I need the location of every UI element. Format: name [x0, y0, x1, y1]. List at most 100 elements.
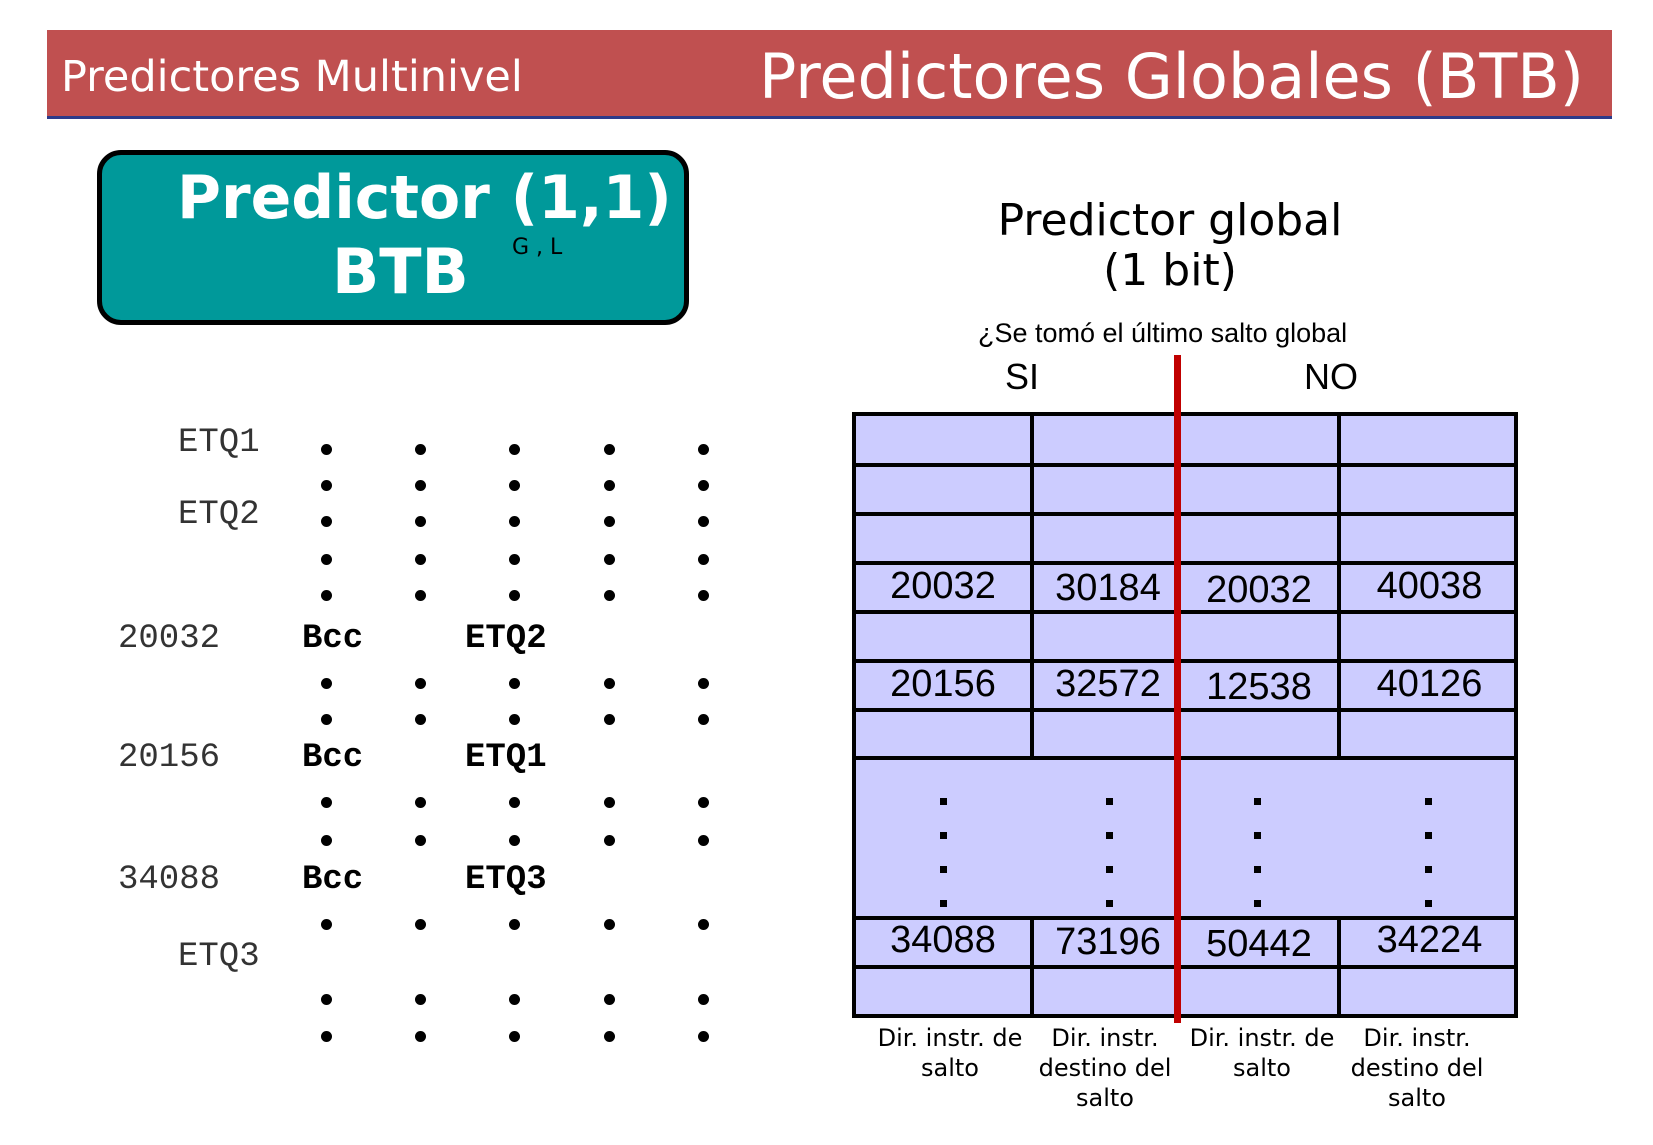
ellipsis-dot	[698, 714, 709, 725]
ellipsis-dot	[604, 835, 615, 846]
branch-address: 20032	[118, 620, 221, 658]
table-ellipsis-dot	[1106, 866, 1113, 873]
yes-label: SI	[1005, 356, 1040, 397]
ellipsis-dot	[321, 994, 332, 1005]
ellipsis-dot	[321, 554, 332, 565]
ellipsis-dot	[698, 919, 709, 930]
branch-target: ETQ3	[465, 861, 547, 899]
slide-title: Predictores Globales (BTB)	[758, 40, 1584, 113]
branch-address: 20156	[118, 739, 221, 777]
ellipsis-dot	[321, 714, 332, 725]
table-col-divider	[1030, 916, 1034, 1018]
table-ellipsis-dot	[1425, 832, 1432, 839]
ellipsis-dot	[415, 835, 426, 846]
ellipsis-dot	[604, 994, 615, 1005]
ellipsis-dot	[415, 480, 426, 491]
branch-target: ETQ1	[465, 739, 547, 777]
code-label-etq3: ETQ3	[178, 938, 260, 976]
ellipsis-dot	[509, 714, 520, 725]
table-col-divider	[1337, 916, 1341, 1018]
ellipsis-dot	[698, 480, 709, 491]
si-no-divider-line	[1174, 355, 1181, 1023]
ellipsis-dot	[604, 444, 615, 455]
ellipsis-dot	[604, 797, 615, 808]
ellipsis-dot	[509, 480, 520, 491]
table-cell: 20032	[1206, 569, 1312, 611]
table-cell: 50442	[1206, 923, 1312, 965]
predictor-title: Predictor (1,1)	[177, 163, 672, 233]
table-cell: 34224	[1376, 919, 1483, 961]
table-cell: 40126	[1376, 663, 1483, 705]
global-question: ¿Se tomó el último salto global	[978, 318, 1348, 348]
table-ellipsis-dot	[1425, 798, 1432, 805]
table-cell: 40038	[1376, 565, 1483, 607]
table-ellipsis-dot	[1106, 900, 1113, 907]
ellipsis-dot	[509, 835, 520, 846]
ellipsis-dot	[509, 444, 520, 455]
table-ellipsis-dot	[940, 866, 947, 873]
table-cell: 32572	[1055, 663, 1161, 705]
section-title: Predictores Multinivel	[61, 52, 523, 102]
ellipsis-dot	[604, 554, 615, 565]
ellipsis-dot	[509, 554, 520, 565]
table-row-divider	[856, 965, 1514, 969]
branch-address: 34088	[118, 861, 221, 899]
column-caption: Dir. instr. destino del salto	[1038, 1024, 1172, 1112]
table-row-divider	[856, 610, 1514, 614]
ellipsis-dot	[415, 678, 426, 689]
table-ellipsis-dot	[940, 900, 947, 907]
branch-op: Bcc	[302, 620, 364, 658]
table-row-divider	[856, 512, 1514, 516]
ellipsis-dot	[604, 516, 615, 527]
ellipsis-dot	[321, 590, 332, 601]
table-cell: 30184	[1055, 567, 1161, 609]
column-caption: Dir. instr. destino del salto	[1350, 1024, 1484, 1112]
global-predictor-title-line1: Predictor global	[997, 195, 1343, 246]
table-row-divider	[856, 756, 1514, 760]
global-predictor-title-line2: (1 bit)	[1103, 245, 1237, 296]
ellipsis-dot	[321, 919, 332, 930]
ellipsis-dot	[698, 678, 709, 689]
ellipsis-dot	[509, 678, 520, 689]
table-ellipsis-dot	[1106, 798, 1113, 805]
table-ellipsis-dot	[1425, 866, 1432, 873]
ellipsis-dot	[604, 480, 615, 491]
ellipsis-dot	[415, 919, 426, 930]
ellipsis-dot	[604, 678, 615, 689]
table-row-divider	[856, 708, 1514, 712]
branch-op: Bcc	[302, 739, 364, 777]
ellipsis-dot	[604, 919, 615, 930]
ellipsis-dot	[604, 1031, 615, 1042]
table-ellipsis-dot	[1254, 798, 1261, 805]
ellipsis-dot	[509, 994, 520, 1005]
code-label-etq1: ETQ1	[178, 424, 260, 462]
slide-header: Predictores Multinivel Predictores Globa…	[47, 30, 1612, 119]
predictor-subtitle: BTB	[332, 235, 469, 308]
ellipsis-dot	[321, 516, 332, 527]
table-ellipsis-dot	[940, 798, 947, 805]
ellipsis-dot	[415, 554, 426, 565]
predictor-title-box: Predictor (1,1) G , L BTB	[97, 150, 689, 325]
predictor-subscript: G , L	[512, 235, 563, 260]
table-ellipsis-dot	[940, 832, 947, 839]
ellipsis-dot	[698, 444, 709, 455]
table-row-divider	[856, 659, 1514, 663]
ellipsis-dot	[698, 590, 709, 601]
ellipsis-dot	[698, 516, 709, 527]
code-label-etq2: ETQ2	[178, 496, 260, 534]
ellipsis-dot	[415, 1031, 426, 1042]
ellipsis-dot	[321, 444, 332, 455]
table-ellipsis-dot	[1254, 832, 1261, 839]
table-col-divider	[1030, 416, 1034, 756]
table-cell: 20032	[890, 565, 996, 607]
table-col-divider	[1337, 416, 1341, 756]
table-row-divider	[856, 916, 1514, 920]
ellipsis-dot	[321, 480, 332, 491]
table-cell: 20156	[890, 663, 996, 705]
ellipsis-dot	[509, 1031, 520, 1042]
table-ellipsis-dot	[1106, 832, 1113, 839]
ellipsis-dot	[415, 994, 426, 1005]
ellipsis-dot	[321, 797, 332, 808]
table-row-divider	[856, 561, 1514, 565]
ellipsis-dot	[321, 1031, 332, 1042]
